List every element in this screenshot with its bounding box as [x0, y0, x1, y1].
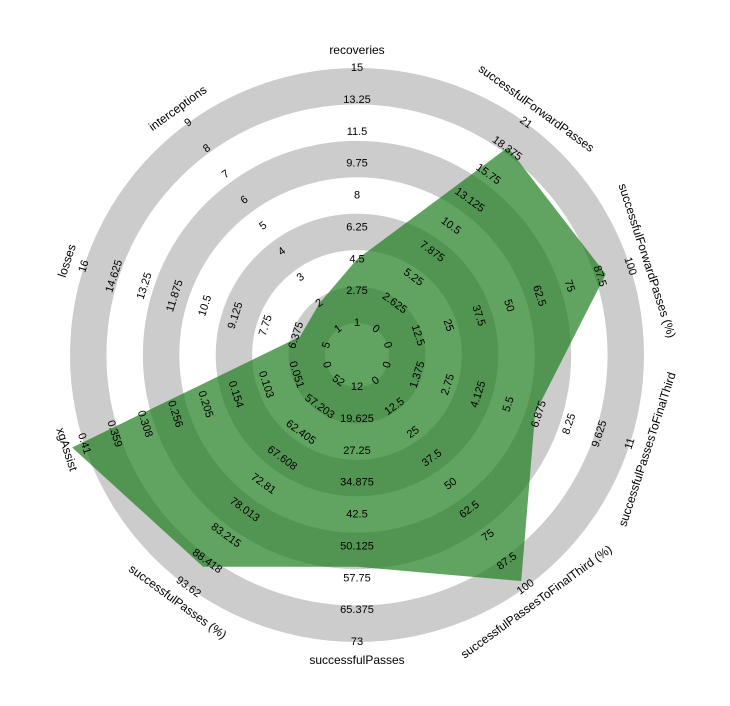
tick-label: 4.5 [349, 253, 364, 265]
tick-label: 15 [351, 62, 363, 74]
tick-label: 57.75 [343, 572, 371, 584]
axis-label: losses [55, 242, 79, 279]
tick-label: 5 [320, 340, 333, 350]
tick-label: 25 [441, 318, 456, 333]
tick-label: 5.5 [501, 395, 517, 413]
tick-label: 50.125 [340, 540, 374, 552]
tick-label: 65.375 [340, 604, 374, 616]
tick-label: 100 [621, 256, 638, 277]
tick-label: 27.25 [343, 445, 371, 457]
tick-label: 13.25 [343, 94, 371, 106]
tick-label: 21 [517, 114, 534, 131]
tick-label: 1 [354, 317, 360, 329]
tick-label: 6.25 [346, 221, 367, 233]
tick-label: 8 [354, 190, 360, 202]
tick-label: 2.75 [346, 285, 367, 297]
tick-label: 50 [501, 298, 516, 313]
tick-label: 25 [405, 424, 422, 441]
tick-label: 11 [623, 436, 638, 451]
radar-polygon-layer [72, 147, 606, 581]
tick-label: 12 [351, 381, 363, 393]
tick-label: 16 [76, 259, 91, 274]
tick-label: 73 [351, 636, 363, 648]
tick-label: 75 [480, 527, 497, 544]
tick-label: 34.875 [340, 477, 374, 489]
axis-label: successfulPasses [309, 653, 404, 667]
radar-polygon [72, 147, 606, 581]
tick-label: 50 [442, 476, 459, 493]
tick-label: 0 [381, 340, 394, 350]
tick-label: 0 [320, 360, 333, 370]
tick-label: 75 [562, 278, 577, 293]
tick-label: 42.5 [346, 509, 367, 521]
axis-label: recoveries [329, 43, 384, 57]
tick-label: 52 [330, 372, 347, 389]
tick-label: 0 [381, 360, 394, 370]
tick-label: 9.75 [346, 158, 367, 170]
tick-label: 19.625 [340, 413, 374, 425]
tick-label: 11.5 [347, 126, 368, 138]
